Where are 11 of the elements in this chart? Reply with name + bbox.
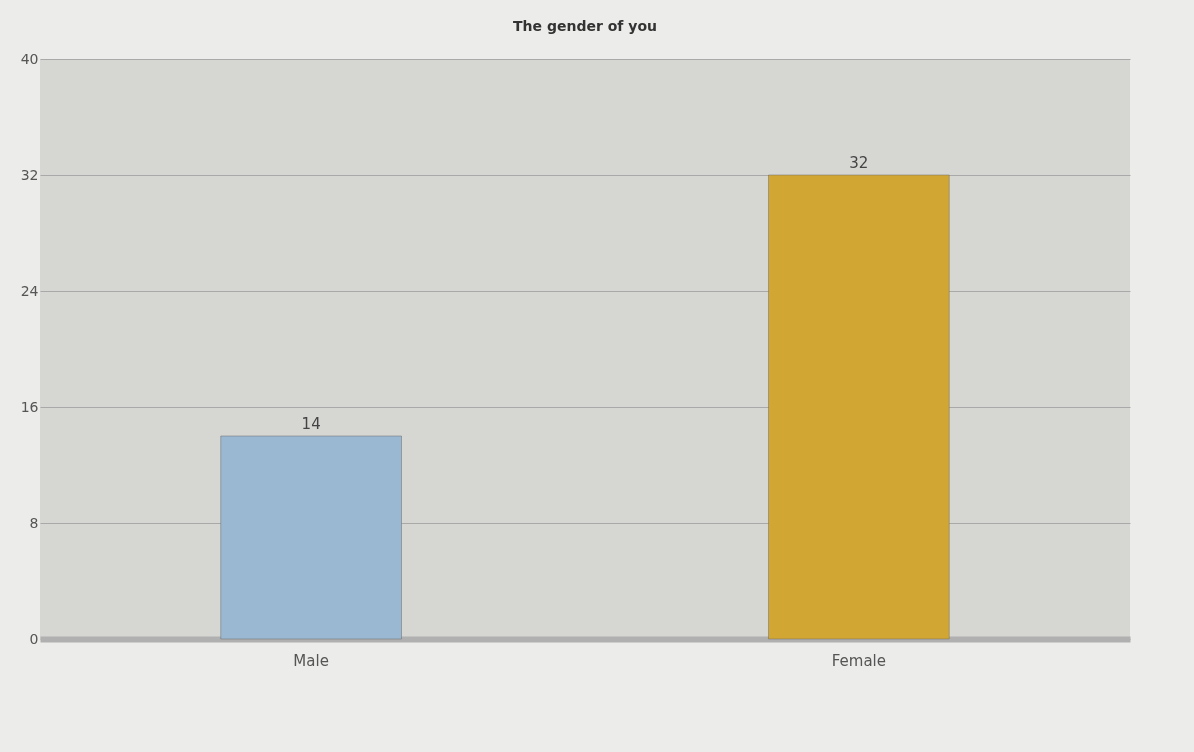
- y-tick-label: 40: [20, 50, 39, 67]
- chart-title: The gender of you: [513, 18, 657, 34]
- data-label: 14: [301, 415, 321, 433]
- y-tick-label: 0: [29, 630, 39, 647]
- y-tick-label: 24: [20, 282, 39, 299]
- x-tick-label: Male: [293, 651, 329, 670]
- y-tick-label: 16: [20, 398, 39, 415]
- data-label: 32: [849, 154, 869, 172]
- x-tick-label: Female: [831, 651, 886, 670]
- y-tick-label: 32: [20, 166, 39, 183]
- y-tick-label: 8: [29, 514, 39, 531]
